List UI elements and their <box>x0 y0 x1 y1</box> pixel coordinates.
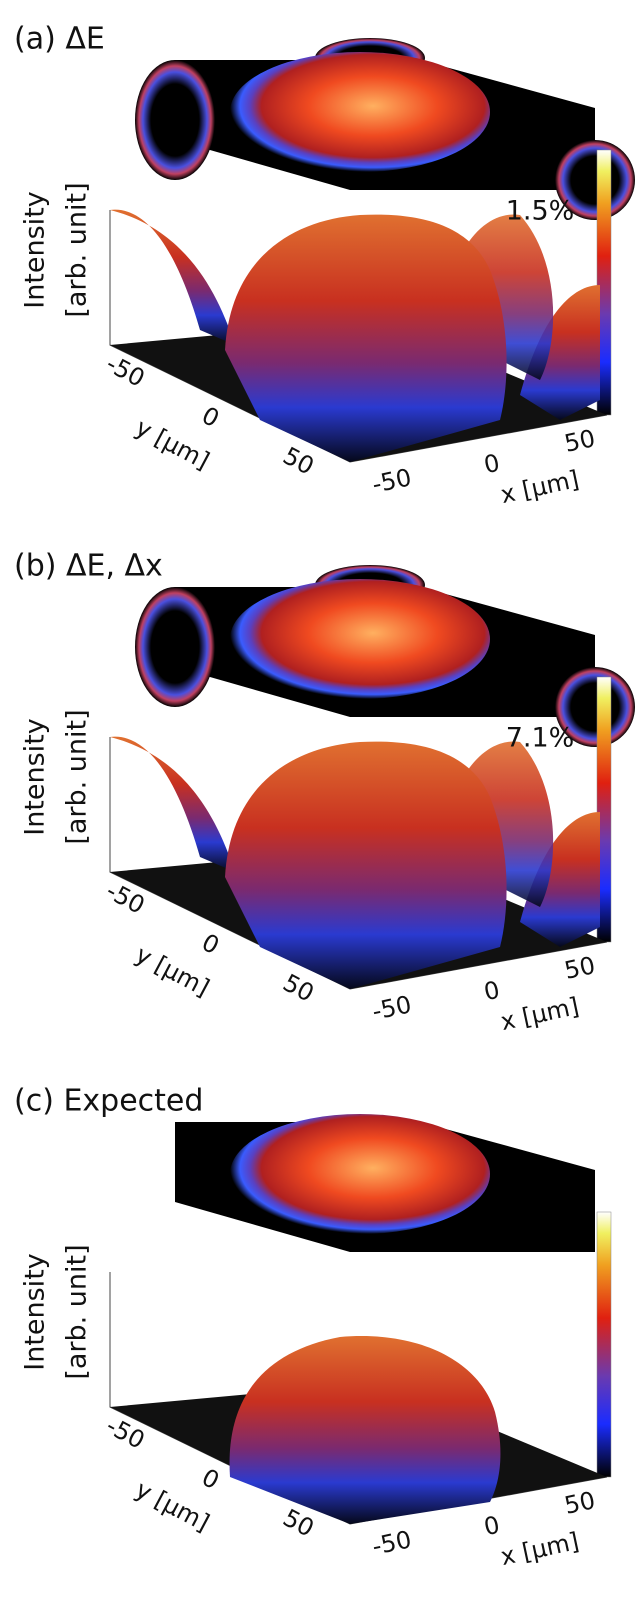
depth-tick-label: 50 <box>278 1504 318 1543</box>
surface-dome <box>229 1336 501 1524</box>
panel-title: (a) ΔE <box>14 22 105 57</box>
y-axis-unit: [arb. unit] <box>62 1244 93 1379</box>
x-axis-label: x [μm] <box>498 465 581 509</box>
x-tick-label: 50 <box>562 1486 598 1520</box>
depth-tick-label: 50 <box>278 969 318 1008</box>
y-axis-unit: [arb. unit] <box>62 709 93 844</box>
x-tick-label: -50 <box>370 990 414 1026</box>
panel-title: (b) ΔE, Δx <box>14 549 163 584</box>
heatmap-ring <box>555 140 635 220</box>
surface-arch <box>110 209 235 345</box>
y-axis-label: Intensity <box>20 1253 51 1371</box>
depth-tick-label: 0 <box>197 1463 224 1495</box>
heatmap-ring <box>135 587 215 707</box>
x-tick-label: -50 <box>370 463 414 499</box>
heatmap-spot <box>230 579 490 699</box>
annotation: 7.1% <box>506 723 575 754</box>
heatmap-spot <box>230 52 490 172</box>
panel-title: (c) Expected <box>14 1084 203 1119</box>
x-tick-label: 0 <box>481 1511 502 1542</box>
surface-arch <box>520 285 600 420</box>
surface-arch <box>110 736 235 872</box>
x-tick-label: 50 <box>562 951 598 985</box>
x-tick-label: -50 <box>370 1525 414 1561</box>
depth-tick-label: 50 <box>278 442 318 481</box>
y-axis-label: Intensity <box>20 191 51 309</box>
y-axis-unit: [arb. unit] <box>62 182 93 317</box>
heatmap-ring <box>135 60 215 180</box>
x-tick-label: 50 <box>562 424 598 458</box>
y-axis-label: Intensity <box>20 718 51 836</box>
heatmap-spot <box>230 1114 490 1234</box>
depth-tick-label: 0 <box>197 401 224 433</box>
x-tick-label: 0 <box>481 449 502 480</box>
x-axis-label: x [μm] <box>498 992 581 1036</box>
surface-dome <box>225 741 507 989</box>
heatmap-ring <box>555 667 635 747</box>
surface-dome <box>225 214 507 462</box>
x-axis-label: x [μm] <box>498 1527 581 1571</box>
colorbar <box>596 1211 612 1478</box>
panel: (b) ΔE, Δx Intensity [arb. unit] 7.1% -50 0 50… <box>14 549 635 1036</box>
surface-arch <box>520 812 600 947</box>
annotation: 1.5% <box>506 196 575 227</box>
x-tick-label: 0 <box>481 976 502 1007</box>
depth-tick-label: 0 <box>197 928 224 960</box>
